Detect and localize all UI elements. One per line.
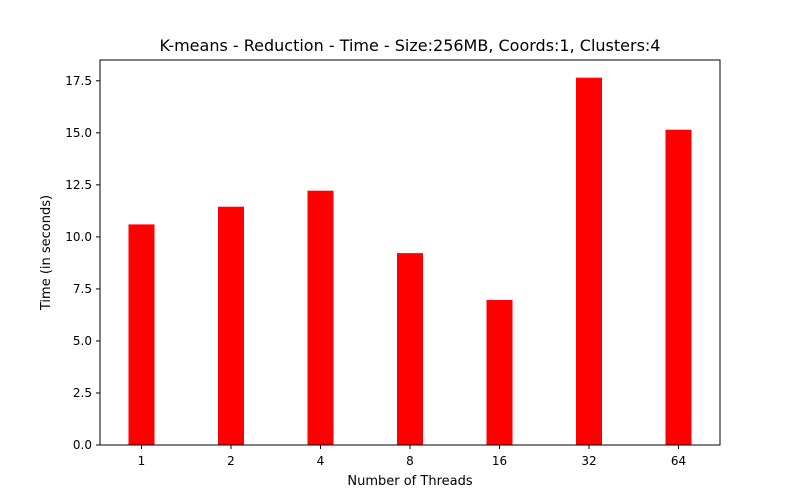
y-tick-label: 17.5: [65, 74, 92, 88]
y-tick-label: 0.0: [73, 438, 92, 452]
y-tick-label: 5.0: [73, 334, 92, 348]
x-tick-label: 2: [227, 454, 235, 468]
bars-group: [128, 77, 692, 446]
y-axis-ticks: 0.0 2.5 5.0 7.5 10.0 12.5 15.0 17.5: [65, 74, 100, 452]
y-tick-label: 10.0: [65, 230, 92, 244]
chart-title: K-means - Reduction - Time - Size:256MB,…: [160, 36, 661, 55]
x-tick-label: 32: [581, 454, 596, 468]
bar-16: [486, 299, 513, 445]
plot-frame: [99, 59, 721, 446]
y-tick-label: 12.5: [65, 178, 92, 192]
y-tick-label: 15.0: [65, 126, 92, 140]
x-axis-ticks: 1 2 4 8 16 32 64: [138, 445, 686, 468]
y-tick-label: 7.5: [73, 282, 92, 296]
y-tick-label: 2.5: [73, 386, 92, 400]
bar-64: [665, 129, 692, 445]
x-tick-label: 1: [138, 454, 146, 468]
bar-8: [397, 253, 423, 445]
x-tick-label: 8: [406, 454, 414, 468]
x-axis-label: Number of Threads: [347, 474, 472, 489]
bar-2: [218, 206, 244, 445]
bar-32: [576, 77, 602, 446]
x-tick-label: 64: [671, 454, 686, 468]
y-axis-label: Time (in seconds): [39, 195, 54, 311]
x-tick-label: 4: [317, 454, 325, 468]
bar-4: [307, 190, 334, 445]
x-tick-label: 16: [492, 454, 507, 468]
bar-1: [128, 224, 155, 445]
